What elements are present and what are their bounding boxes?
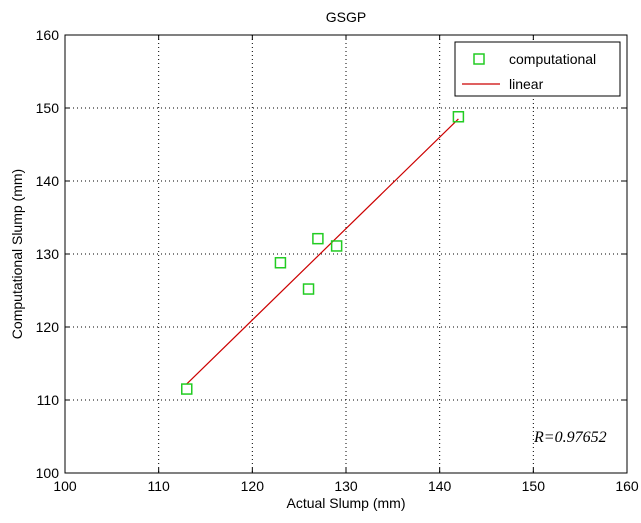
y-tick-label: 140 [36,173,60,189]
grid-lines [65,35,627,473]
legend: computational linear [454,41,621,97]
data-point-computational [302,283,315,295]
correlation-annotation: R=0.97652 [533,429,607,446]
x-tick-label: 140 [428,478,452,494]
chart-title: GSGP [326,9,366,25]
legend-label-computational: computational [509,51,596,67]
data-point-computational [452,111,465,123]
axis-ticks: 100 110 120 130 140 150 160 100 110 120 130 140 150 1… [36,27,639,494]
legend-label-linear: linear [509,76,544,92]
y-tick-label: 100 [36,465,60,481]
y-tick-label: 120 [36,319,60,335]
legend-marker-computational [473,53,485,65]
y-tick-label: 130 [36,246,60,262]
x-tick-label: 110 [148,478,171,494]
x-tick-label: 120 [241,478,265,494]
x-axis-label: Actual Slump (mm) [286,495,405,511]
x-tick-label: 130 [334,478,358,494]
x-tick-label: 100 [53,478,77,494]
plot-series [181,111,465,395]
linear-fit-line [186,118,459,385]
data-point-computational [274,257,287,269]
y-axis-label: Computational Slump (mm) [9,169,25,339]
data-point-computational [330,240,343,252]
plot-frame [64,34,628,474]
y-tick-label: 160 [36,27,60,43]
legend-box [454,41,621,97]
x-tick-label: 150 [522,478,546,494]
x-tick-label: 160 [615,478,639,494]
y-tick-label: 150 [36,100,60,116]
data-point-computational [312,232,324,245]
data-point-computational [181,383,193,395]
y-tick-label: 110 [37,392,60,408]
